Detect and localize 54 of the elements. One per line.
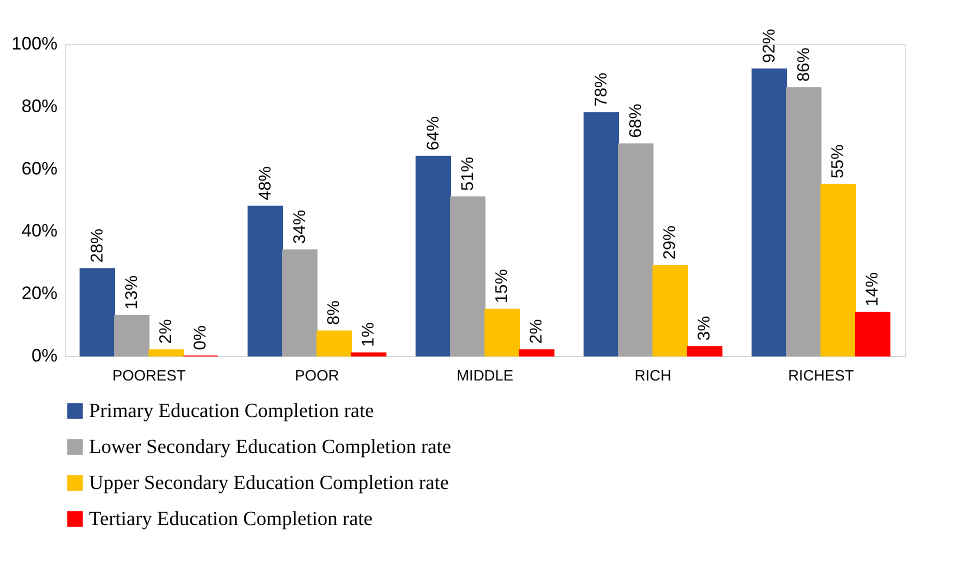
y-tick-label: 40% [21, 220, 58, 241]
y-tick-label: 20% [21, 283, 58, 304]
data-label: 68% [626, 104, 645, 138]
x-tick-label: POOR [294, 368, 340, 384]
bar [282, 249, 318, 356]
legend-label: Lower Secondary Education Completion rate [89, 436, 452, 458]
x-tick-label: POOREST [112, 368, 186, 384]
legend-label: Tertiary Education Completion rate [89, 508, 373, 530]
data-label: 51% [458, 156, 477, 191]
data-label: 8% [324, 300, 344, 326]
bar [820, 184, 856, 356]
bar [618, 143, 654, 356]
y-tick-label: 60% [21, 158, 58, 178]
data-label: 2% [156, 319, 176, 344]
bar [786, 87, 822, 356]
data-label: 3% [694, 316, 714, 341]
data-label: 29% [660, 225, 680, 260]
bar [80, 268, 116, 356]
bar [350, 352, 386, 356]
data-label: 0% [190, 325, 210, 350]
bar [854, 312, 890, 356]
bar [752, 68, 788, 356]
data-label: 48% [255, 166, 274, 200]
y-tick-label: 100% [11, 34, 58, 54]
legend-label: Upper Secondary Education Completion rate [89, 472, 450, 494]
y-tick-label: 0% [31, 346, 58, 366]
data-label: 1% [358, 322, 378, 347]
bar [416, 156, 452, 356]
x-tick-label: MIDDLE [456, 368, 514, 384]
bar [518, 349, 554, 356]
bar [148, 349, 184, 356]
data-label: 64% [423, 116, 442, 150]
data-label: 86% [794, 48, 813, 82]
data-label: 14% [862, 272, 882, 306]
data-label: 34% [290, 210, 309, 244]
bar [584, 112, 620, 356]
bar [484, 308, 520, 356]
x-tick-label: RICH [634, 368, 672, 384]
data-label: 92% [759, 28, 778, 63]
bar [114, 314, 150, 356]
data-label: 78% [591, 72, 610, 107]
data-label: 15% [492, 269, 512, 304]
legend-label: Primary Education Completion rate [89, 400, 374, 422]
bar [652, 265, 688, 356]
bar [686, 346, 722, 356]
data-label: 28% [87, 228, 106, 263]
bar [450, 196, 486, 356]
y-tick-label: 80% [21, 96, 58, 116]
x-tick-label: RICHEST [788, 368, 854, 384]
data-label: 2% [526, 319, 546, 344]
data-label: 55% [828, 144, 848, 178]
bar [316, 330, 352, 356]
data-label: 13% [122, 275, 141, 310]
bar [248, 206, 284, 356]
